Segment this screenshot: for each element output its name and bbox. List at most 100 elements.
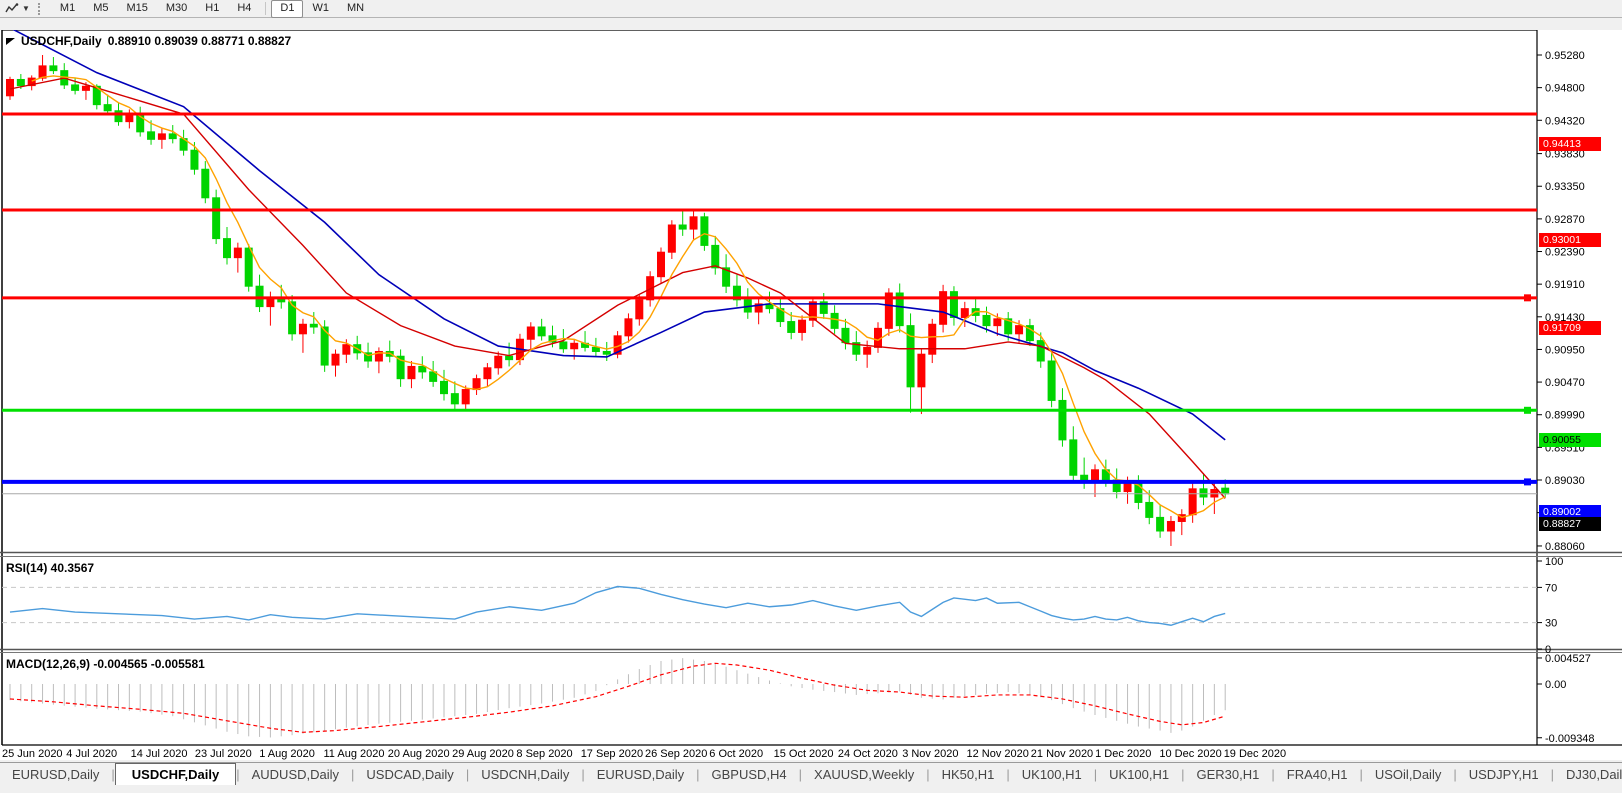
macd-pane: 0.004527 0.00 -0.009348 <box>9 653 1595 745</box>
rsi-tick-label: 30 <box>1545 618 1557 630</box>
status-bar <box>0 785 1622 793</box>
price-tick-label: 0.88060 <box>1545 541 1585 553</box>
date-tick-label: 26 Sep 2020 <box>645 748 707 760</box>
symbol-marker-icon <box>6 37 15 45</box>
chart-ohlc-values: 0.88910 0.89039 0.88771 0.88827 <box>107 34 292 48</box>
tab-separator: | <box>926 767 930 782</box>
timeframe-button-d1[interactable]: D1 <box>271 0 304 18</box>
date-tick-label: 21 Nov 2020 <box>1031 748 1093 760</box>
rsi-tick-label: 100 <box>1545 556 1563 568</box>
tab-usdjpy-h1[interactable]: USDJPY,H1 <box>1468 767 1539 782</box>
tab-separator: | <box>1271 767 1275 782</box>
price-level-label: 0.90055 <box>1539 433 1601 448</box>
timeframe-button-m30[interactable]: M30 <box>165 1 188 14</box>
tab-uk100-h1[interactable]: UK100,H1 <box>1109 767 1170 782</box>
date-tick-label: 14 Jul 2020 <box>131 748 188 760</box>
rsi-tick-label: 0 <box>1545 644 1551 656</box>
date-tick-label: 10 Dec 2020 <box>1159 748 1221 760</box>
tab-separator: | <box>1550 767 1554 782</box>
tab-separator: | <box>581 767 585 782</box>
rsi-pane: 100 70 30 0 <box>2 556 1563 656</box>
date-tick-label: 12 Nov 2020 <box>967 748 1029 760</box>
tab-hk50-h1[interactable]: HK50,H1 <box>941 767 995 782</box>
moving-averages <box>9 30 1226 519</box>
chart-canvas[interactable]: 0.95280 0.94800 0.94320 0.93830 0.93350 0.928… <box>0 30 1622 760</box>
macd-tick-label: 0.004527 <box>1545 653 1591 665</box>
rsi-tick-label: 70 <box>1545 582 1557 594</box>
date-tick-label: 25 Jun 2020 <box>2 748 63 760</box>
price-tick-label: 0.89030 <box>1545 475 1585 487</box>
tab-separator: | <box>696 767 700 782</box>
tab-usdcnh-daily[interactable]: USDCNH,Daily <box>481 767 570 782</box>
price-tick-label: 0.91430 <box>1545 312 1585 324</box>
date-tick-label: 24 Oct 2020 <box>838 748 898 760</box>
date-tick-label: 23 Jul 2020 <box>195 748 252 760</box>
price-tick-label: 0.92870 <box>1545 214 1585 226</box>
candles-series <box>6 55 1230 546</box>
price-level-label: 0.94413 <box>1539 136 1601 151</box>
price-levels <box>2 112 1537 495</box>
timeframe-button-w1[interactable]: W1 <box>312 1 329 14</box>
date-tick-label: 11 Aug 2020 <box>324 748 385 760</box>
price-tick-label: 0.95280 <box>1545 50 1585 62</box>
date-tick-label: 15 Oct 2020 <box>774 748 834 760</box>
price-level-label: 0.88827 <box>1539 516 1601 531</box>
tab-eurusd-daily[interactable]: EURUSD,Daily <box>12 767 100 782</box>
timeframe-toolbar: ▼ M1 M5 M15 M30 H1 H4 D1 W1 MN <box>0 0 1622 18</box>
tab-usdcad-daily[interactable]: USDCAD,Daily <box>366 767 454 782</box>
macd-indicator-label: MACD(12,26,9) -0.004565 -0.005581 <box>6 657 205 671</box>
tab-gbpusd-h4[interactable]: GBPUSD,H4 <box>711 767 787 782</box>
chart-tab-bar: EURUSD,Daily | USDCHF,Daily | AUDUSD,Daily | U… <box>0 762 1622 787</box>
chart-symbol-label: USDCHF,Daily <box>21 34 102 48</box>
tab-dj30-daily[interactable]: DJ30,Daily <box>1565 767 1622 782</box>
date-axis: 25 Jun 2020 4 Jul 2020 14 Jul 2020 23 Jul 2… <box>2 748 1286 760</box>
tab-usoil-daily[interactable]: USOil,Daily <box>1374 767 1442 782</box>
toolbar-grip[interactable] <box>37 2 45 15</box>
date-tick-label: 20 Aug 2020 <box>388 748 450 760</box>
tab-audusd-daily[interactable]: AUDUSD,Daily <box>251 767 340 782</box>
price-tick-label: 0.91910 <box>1545 279 1585 291</box>
date-tick-label: 6 Oct 2020 <box>709 748 763 760</box>
date-tick-label: 3 Nov 2020 <box>902 748 958 760</box>
tab-eurusd-daily[interactable]: EURUSD,Daily <box>596 767 685 782</box>
price-tick-label: 0.94320 <box>1545 115 1585 127</box>
tab-usdchf-daily[interactable]: USDCHF,Daily <box>114 763 237 787</box>
price-tick-label: 0.93350 <box>1545 181 1585 193</box>
tab-xauusd-weekly[interactable]: XAUUSD,Weekly <box>814 767 915 782</box>
tab-separator: | <box>1181 767 1185 782</box>
macd-tick-label: 0.00 <box>1545 679 1566 691</box>
tab-separator: | <box>111 767 115 782</box>
chart-tool-icon[interactable] <box>2 1 22 16</box>
tab-separator: | <box>1359 767 1363 782</box>
tab-separator: | <box>1093 767 1098 782</box>
tab-fra40-h1[interactable]: FRA40,H1 <box>1286 767 1348 782</box>
tab-separator: | <box>1453 767 1457 782</box>
timeframe-button-m1[interactable]: M1 <box>59 1 76 14</box>
date-tick-label: 4 Jul 2020 <box>66 748 117 760</box>
tab-uk100-h1[interactable]: UK100,H1 <box>1021 767 1082 782</box>
timeframe-button-mn[interactable]: MN <box>346 1 365 14</box>
price-tick-label: 0.89990 <box>1545 410 1585 422</box>
chevron-down-icon[interactable]: ▼ <box>22 4 30 13</box>
date-tick-label: 1 Dec 2020 <box>1095 748 1151 760</box>
chart-title: USDCHF,Daily 0.88910 0.89039 0.88771 0.8… <box>6 34 291 48</box>
tab-separator: | <box>1006 767 1010 782</box>
price-tick-label: 0.90950 <box>1545 344 1585 356</box>
price-level-label: 0.93001 <box>1539 232 1601 247</box>
date-tick-label: 1 Aug 2020 <box>259 748 315 760</box>
pane-borders <box>0 30 1622 746</box>
price-tick-label: 0.92390 <box>1545 247 1585 259</box>
date-tick-label: 29 Aug 2020 <box>452 748 514 760</box>
tab-ger30-h1[interactable]: GER30,H1 <box>1196 767 1260 782</box>
price-tick-label: 0.90470 <box>1545 377 1585 389</box>
price-axis: 0.95280 0.94800 0.94320 0.93830 0.93350 0.928… <box>1537 50 1585 553</box>
timeframe-button-h4[interactable]: H4 <box>237 1 252 14</box>
timeframe-button-m5[interactable]: M5 <box>93 1 109 14</box>
date-tick-label: 19 Dec 2020 <box>1224 748 1286 760</box>
chart-area[interactable]: 0.95280 0.94800 0.94320 0.93830 0.93350 0.928… <box>0 30 1622 760</box>
timeframe-button-h1[interactable]: H1 <box>205 1 220 14</box>
tab-separator: | <box>798 767 803 782</box>
date-tick-label: 17 Sep 2020 <box>581 748 643 760</box>
date-tick-label: 8 Sep 2020 <box>516 748 572 760</box>
timeframe-button-m15[interactable]: M15 <box>126 1 148 14</box>
